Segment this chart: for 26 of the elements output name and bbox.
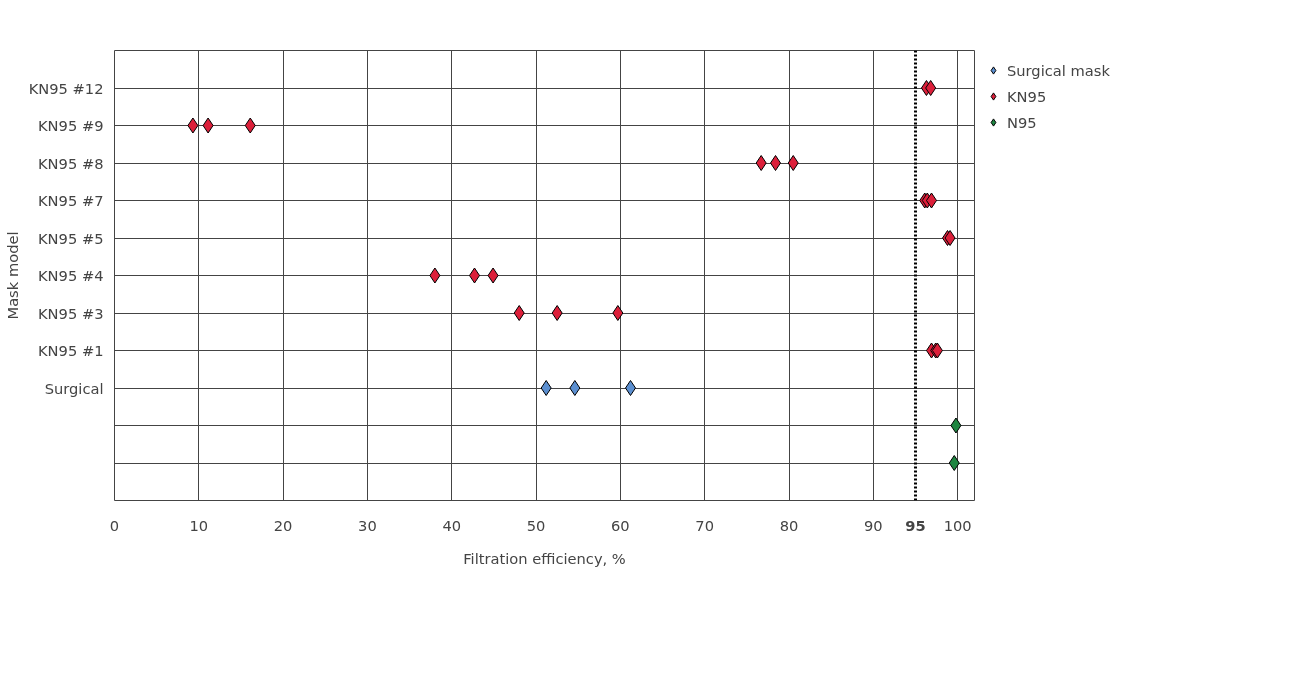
- x-tick-label: 30: [358, 516, 377, 534]
- x-tick-label: 80: [779, 516, 799, 534]
- x-tick-label: 100: [943, 516, 972, 534]
- x-tick-label: 0: [109, 516, 120, 534]
- x-tick-label: 50: [526, 516, 546, 534]
- y-axis-title: Mask model: [3, 231, 21, 320]
- legend-label: Surgical mask: [1007, 61, 1110, 79]
- y-tick-label: KN95 #8: [38, 154, 104, 172]
- x-tick-label: 10: [189, 516, 209, 534]
- y-tick-label: Surgical: [44, 379, 104, 397]
- y-tick-label: KN95 #3: [38, 304, 104, 322]
- x-tick-label: 90: [864, 516, 883, 534]
- x-tick-label: 60: [611, 516, 630, 534]
- y-tick-label: KN95 #7: [38, 192, 104, 209]
- x-tick-label: 20: [273, 516, 293, 534]
- ref-line-label: 95: [905, 516, 926, 534]
- y-tick-label: KN95 #1: [38, 342, 104, 359]
- y-tick-label: KN95 #5: [38, 229, 104, 247]
- x-axis-title: Filtration efficiency, %: [463, 549, 626, 567]
- y-tick-label: KN95 #9: [38, 117, 104, 134]
- x-tick-label: 70: [695, 516, 715, 534]
- legend-label: KN95: [1007, 87, 1047, 105]
- legend-label: N95: [1007, 113, 1037, 131]
- x-tick-label: 40: [442, 516, 462, 534]
- y-tick-label: KN95 #4: [38, 267, 104, 284]
- y-tick-label: KN95 #12: [28, 79, 104, 97]
